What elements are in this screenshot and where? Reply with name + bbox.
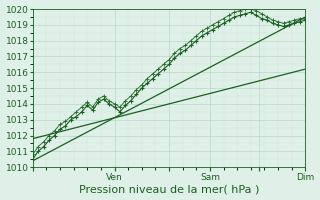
X-axis label: Pression niveau de la mer( hPa ): Pression niveau de la mer( hPa ) [79, 184, 259, 194]
